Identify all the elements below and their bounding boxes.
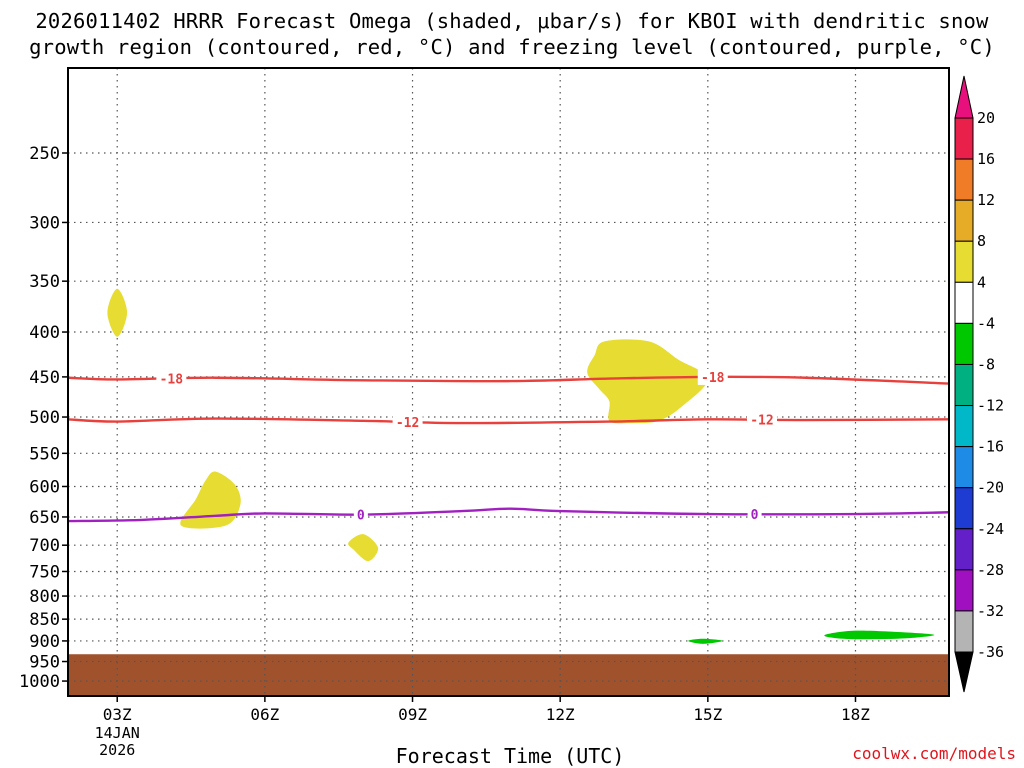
colorbar-band-7 [954,363,974,407]
y-tick-label-400: 400 [29,323,60,343]
contour-label--12-2: -12 [750,414,773,429]
chart-title: 2026011402 HRRR Forecast Omega (shaded, … [0,8,1024,60]
y-tick-label-650: 650 [29,508,60,528]
contour-label-bg--18-1 [156,370,187,387]
contour-label-bg--12-1 [392,413,423,430]
colorbar-band-12 [954,569,974,612]
omega-region-1 [107,288,128,337]
contour-label-bg--12-2 [746,411,777,428]
x-tick-label-09Z: 09Z [398,705,427,724]
y-tick-label-500: 500 [29,408,60,428]
omega-region-3 [348,534,379,562]
colorbar-label-9: -16 [977,438,1004,456]
y-tick-label-550: 550 [29,444,60,464]
x-tick-label-12Z: 12Z [546,705,575,724]
colorbar-label-3: 12 [977,191,995,209]
colorbar-label-12: -28 [977,561,1004,579]
omega-region-4 [587,339,708,424]
plot-frame [67,67,950,697]
contour-label-bg-0-2 [747,506,762,523]
contour-line-0 [67,507,950,523]
y-tick-label-750: 750 [29,562,60,582]
colorbar-band-3 [954,199,974,242]
x-tick-label-03Z: 03Z [103,705,132,724]
y-tick-label-450: 450 [29,368,60,388]
y-tick-label-700: 700 [29,536,60,556]
y-tick-label-1000: 1000 [19,672,60,692]
y-tick-label-900: 900 [29,632,60,652]
colorbar-bottom-arrow [954,651,974,693]
x-date-label-2: 2026 [99,741,135,759]
colorbar-label-2: 16 [977,150,995,168]
contour-label-0-2: 0 [751,508,759,523]
x-tick-label-15Z: 15Z [693,705,722,724]
y-tick-label-350: 350 [29,272,60,292]
credit-text: coolwx.com/models [852,744,1016,763]
colorbar-label-14: -36 [977,643,1004,661]
colorbar-band-2 [954,158,974,201]
y-tick-label-800: 800 [29,587,60,607]
omega-region-2 [180,471,241,529]
title-line-1: 2026011402 HRRR Forecast Omega (shaded, … [35,9,989,33]
colorbar-band-1 [954,117,974,160]
contour-label-0-1: 0 [357,509,365,524]
colorbar-band-4 [954,240,974,283]
contour-line--12 [67,417,950,425]
contour-label--18-1: -18 [160,373,184,388]
colorbar-band-11 [954,528,974,571]
omega-region-5 [688,638,723,644]
y-tick-label-950: 950 [29,653,60,673]
colorbar-label-4: 8 [977,232,986,250]
colorbar-label-7: -8 [977,355,995,373]
contour-label--18-2: -18 [701,371,725,386]
colorbar-band-10 [954,487,974,530]
colorbar-band-8 [954,405,974,448]
x-axis-title: Forecast Time (UTC) [395,744,625,768]
contour-label-bg-0-1 [353,506,368,523]
title-line-2: growth region (contoured, red, °C) and f… [29,35,995,59]
x-tick-label-18Z: 18Z [841,705,870,724]
colorbar-label-10: -20 [977,479,1004,497]
contour-label--12-1: -12 [396,416,419,431]
colorbar-top-arrow [954,75,974,119]
colorbar-label-6: -4 [977,314,995,332]
omega-region-6 [824,630,935,640]
colorbar-label-13: -32 [977,602,1004,620]
colorbar-band-13 [954,610,974,653]
contour-label-bg--18-2 [697,368,728,385]
colorbar-label-1: 20 [977,109,995,127]
x-tick-label-06Z: 06Z [250,705,279,724]
y-tick-label-850: 850 [29,610,60,630]
colorbar-label-5: 4 [977,273,986,291]
contour-line--18 [67,375,950,385]
y-tick-label-250: 250 [29,144,60,164]
x-date-label-1: 14JAN [95,724,140,742]
y-tick-label-600: 600 [29,477,60,497]
colorbar-label-11: -24 [977,520,1004,538]
colorbar-band-9 [954,446,974,489]
ground-terrain [68,654,949,696]
colorbar-label-8: -12 [977,397,1004,415]
colorbar-band-5 [954,281,974,324]
colorbar-band-6 [954,322,974,365]
y-tick-label-300: 300 [29,213,60,233]
